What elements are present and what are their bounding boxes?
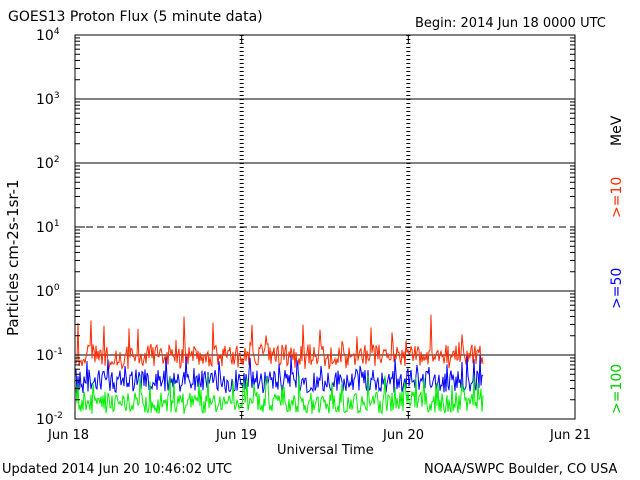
series-layer: [75, 314, 484, 415]
series-line-2: [75, 374, 484, 415]
units-label: MeV: [609, 115, 625, 146]
y-tick-label: 10-1: [36, 347, 63, 364]
series-line-0: [75, 314, 484, 371]
y-axis-label: Particles cm-2s-1sr-1: [4, 179, 22, 336]
legend-series-50: >=50: [609, 267, 625, 309]
axis-ticks: [74, 35, 576, 420]
chart-title: GOES13 Proton Flux (5 minute data): [8, 9, 263, 25]
series-line-1: [75, 355, 484, 394]
x-tick-label-0: Jun 18: [48, 428, 89, 443]
x-tick-label-3: Jun 21: [550, 428, 591, 443]
y-tick-label: 101: [36, 219, 60, 236]
x-tick-label-2: Jun 20: [383, 428, 424, 443]
legend-series-100: >=100: [609, 363, 625, 414]
x-axis-label: Universal Time: [277, 443, 374, 458]
y-tick-label: 100: [36, 283, 60, 300]
begin-time: Begin: 2014 Jun 18 0000 UTC: [415, 16, 606, 31]
y-tick-label: 103: [36, 91, 60, 108]
y-tick-label: 102: [36, 155, 60, 172]
updated-time: Updated 2014 Jun 20 10:46:02 UTC: [2, 462, 233, 477]
y-tick-labels: 10-2 10-1 100 101 102 103 104: [36, 27, 63, 428]
gridlines: [75, 98, 575, 356]
y-tick-label: 104: [36, 27, 60, 44]
x-tick-label-1: Jun 19: [216, 428, 257, 443]
source-credit: NOAA/SWPC Boulder, CO USA: [424, 462, 618, 477]
day-dashes: [239, 35, 411, 419]
legend-series-10: >=10: [609, 176, 625, 218]
y-tick-label: 10-2: [36, 411, 63, 428]
